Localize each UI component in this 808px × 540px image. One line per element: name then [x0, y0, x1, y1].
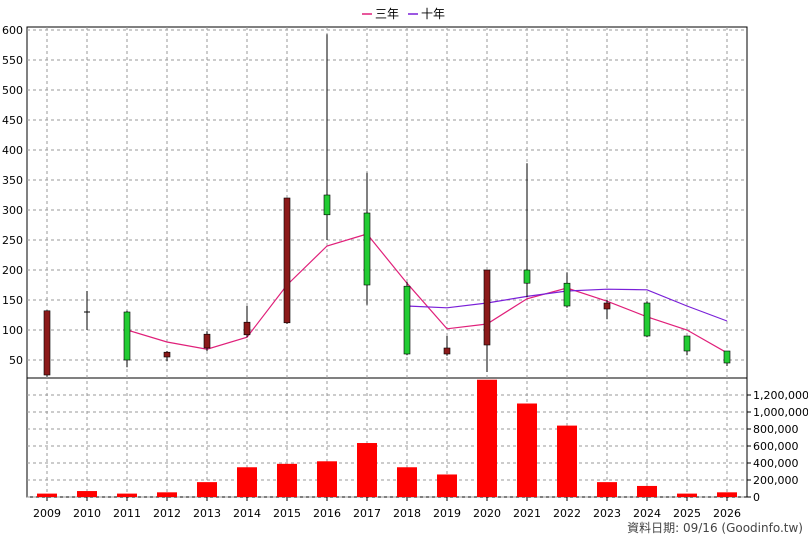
x-tick-label: 2011 [113, 507, 141, 520]
candle-body [323, 194, 331, 216]
x-axis: 2009 2010 2011 2012 2013 2014 2015 2016 2017 2018… [33, 497, 741, 520]
candles [43, 34, 731, 377]
price-axis: 50 100 150 200 250 300 350 400 450 500 550 600 [2, 24, 23, 367]
legend-label: 三年 [375, 7, 399, 21]
price-tick-label: 50 [9, 354, 23, 367]
volume-axis: 0 200,000 400,000 600,000 800,000 1,000,000 1,… [747, 389, 808, 504]
legend: 三年 十年 [362, 7, 445, 21]
candle-body [403, 285, 411, 355]
candle-body [563, 282, 571, 307]
x-tick-label: 2024 [633, 507, 661, 520]
x-tick-label: 2026 [713, 507, 741, 520]
x-tick-label: 2018 [393, 507, 421, 520]
price-tick-label: 550 [2, 54, 23, 67]
volume-bars [37, 379, 737, 497]
volume-bar [597, 482, 617, 497]
x-tick-label: 2023 [593, 507, 621, 520]
moving-average-lines [126, 233, 728, 354]
volume-tick-label: 0 [753, 491, 760, 504]
grid [27, 27, 747, 498]
x-tick-label: 2015 [273, 507, 301, 520]
x-tick-label: 2017 [353, 507, 381, 520]
x-tick-label: 2010 [73, 507, 101, 520]
price-tick-label: 400 [2, 144, 23, 157]
volume-bar [717, 492, 737, 497]
volume-bar [277, 463, 297, 497]
volume-tick-label: 600,000 [753, 440, 799, 453]
price-tick-label: 450 [2, 114, 23, 127]
candle-body [243, 321, 251, 336]
x-tick-label: 2009 [33, 507, 61, 520]
x-tick-label: 2022 [553, 507, 581, 520]
credit-text: 資料日期: 09/16 (Goodinfo.tw) [627, 521, 803, 535]
volume-bar [437, 474, 457, 497]
legend-label: 十年 [421, 7, 445, 21]
volume-bar [517, 403, 537, 497]
candle-body [283, 197, 291, 324]
price-tick-label: 200 [2, 264, 23, 277]
candle-body [643, 302, 651, 337]
volume-bar [677, 493, 697, 497]
price-tick-label: 600 [2, 24, 23, 37]
volume-bar [557, 425, 577, 497]
series-line [126, 233, 728, 354]
price-tick-label: 500 [2, 84, 23, 97]
x-tick-label: 2019 [433, 507, 461, 520]
x-tick-label: 2012 [153, 507, 181, 520]
candle-body [523, 269, 531, 284]
volume-tick-label: 800,000 [753, 423, 799, 436]
x-tick-label: 2021 [513, 507, 541, 520]
volume-bar [157, 492, 177, 497]
candle-body [123, 311, 131, 361]
candle-body [483, 269, 491, 346]
x-tick-label: 2025 [673, 507, 701, 520]
x-tick-label: 2016 [313, 507, 341, 520]
x-tick-label: 2013 [193, 507, 221, 520]
volume-bar [197, 482, 217, 497]
volume-bar [237, 467, 257, 497]
volume-bar [637, 485, 657, 497]
candle-body [43, 310, 51, 376]
candle-body [603, 302, 611, 310]
x-tick-label: 2014 [233, 507, 261, 520]
price-tick-label: 150 [2, 294, 23, 307]
volume-bar [77, 491, 97, 497]
volume-bar [397, 467, 417, 497]
volume-tick-label: 400,000 [753, 457, 799, 470]
candle-body [203, 333, 211, 349]
x-tick-label: 2020 [473, 507, 501, 520]
volume-bar [477, 379, 497, 497]
candle-body [163, 351, 171, 358]
price-tick-label: 350 [2, 174, 23, 187]
volume-tick-label: 1,200,000 [753, 389, 808, 402]
candle-body [443, 347, 451, 355]
candle-body [683, 335, 691, 352]
volume-tick-label: 200,000 [753, 474, 799, 487]
volume-bar [117, 493, 137, 497]
price-tick-label: 100 [2, 324, 23, 337]
volume-bar [357, 443, 377, 497]
candle-body [723, 350, 731, 364]
volume-tick-label: 1,000,000 [753, 406, 808, 419]
price-tick-label: 250 [2, 234, 23, 247]
plot-frame [26, 26, 748, 498]
candle-body [363, 212, 371, 286]
volume-bar [37, 493, 57, 497]
price-tick-label: 300 [2, 204, 23, 217]
volume-bar [317, 461, 337, 497]
